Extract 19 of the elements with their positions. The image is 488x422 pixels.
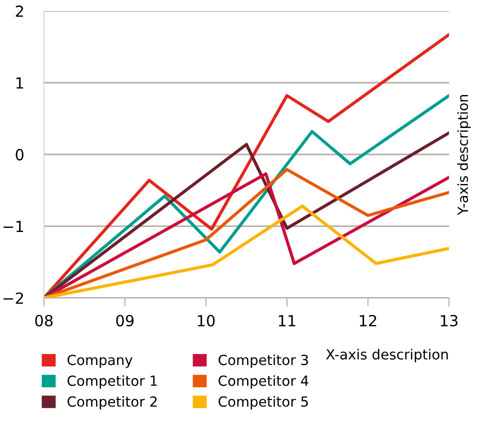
legend-label: Competitor 1 xyxy=(68,375,157,389)
legend-label: Company xyxy=(68,354,132,368)
legend-label: Competitor 3 xyxy=(218,354,308,368)
y-tick-label: −2 xyxy=(4,292,23,304)
legend-label: Competitor 2 xyxy=(68,396,157,410)
x-tick-label: 08 xyxy=(35,314,53,326)
y-tick-label: 1 xyxy=(16,77,24,89)
x-tick-label: 13 xyxy=(440,314,458,326)
x-axis-title: X-axis description xyxy=(326,348,448,362)
x-tick-label: 11 xyxy=(278,315,296,326)
x-tick-label: 12 xyxy=(360,314,376,326)
legend-label: Competitor 5 xyxy=(218,396,308,410)
y-tick-label: 2 xyxy=(16,5,23,17)
y-axis-title: Y-axis description xyxy=(457,94,471,216)
y-tick-label: −1 xyxy=(4,220,24,232)
y-tick-label: 0 xyxy=(16,148,24,160)
x-tick-label: 09 xyxy=(116,314,134,326)
legend-label: Competitor 4 xyxy=(218,375,308,389)
x-tick-label: 10 xyxy=(198,314,215,326)
